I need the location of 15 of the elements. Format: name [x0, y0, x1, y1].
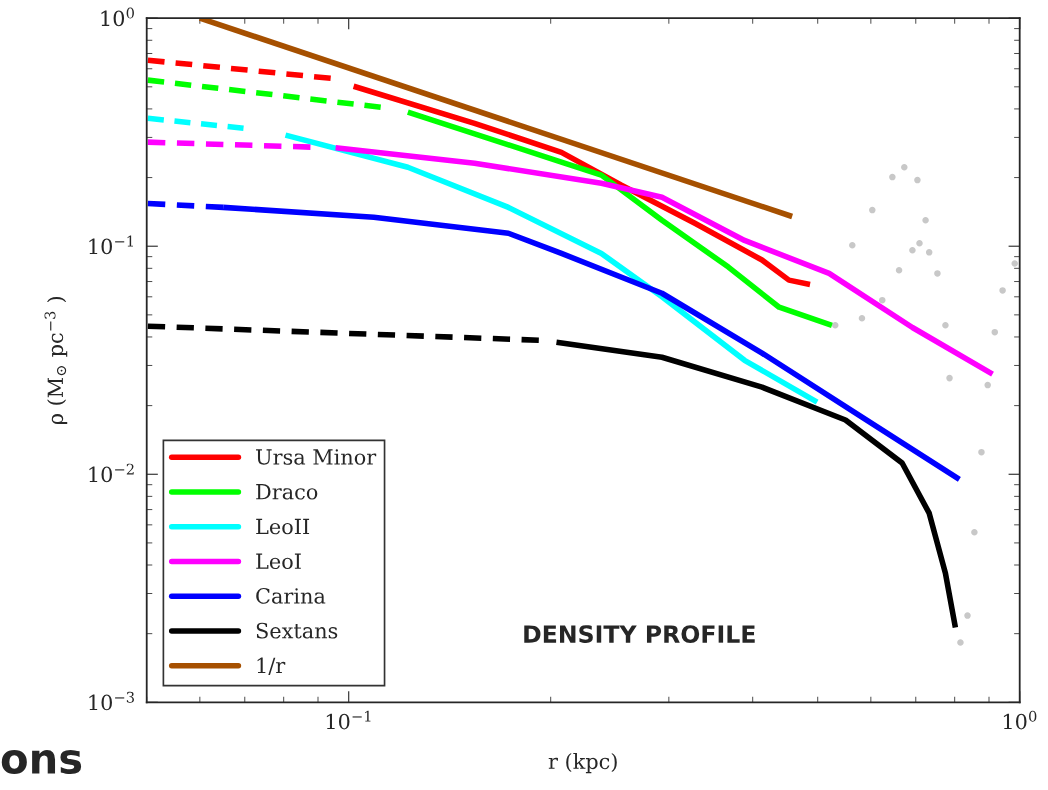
legend-label: Ursa Minor	[256, 449, 377, 465]
y-tick-label: 10$^{−1}$	[89, 235, 133, 255]
legend-label: LeoII	[256, 518, 310, 535]
legend-label: LeoI	[256, 553, 301, 570]
x-axis-title: r (kpc)	[548, 753, 617, 774]
y-axis-title: ρ (M$_{⊙}$ pc$^{−3}$ )	[44, 297, 68, 424]
y-tick-label: 10$^{0}$	[101, 7, 134, 27]
legend-label: Sextans	[256, 622, 338, 639]
legend-label: Draco	[256, 484, 318, 500]
legend-label: Carina	[256, 588, 326, 604]
legend-label: 1/r	[257, 657, 286, 675]
y-tick-label: 10$^{−2}$	[89, 463, 134, 483]
y-tick-label: 10$^{−3}$	[89, 691, 134, 711]
text: ons	[1, 750, 82, 775]
annotation: DENSITY PROFILE	[524, 625, 755, 643]
